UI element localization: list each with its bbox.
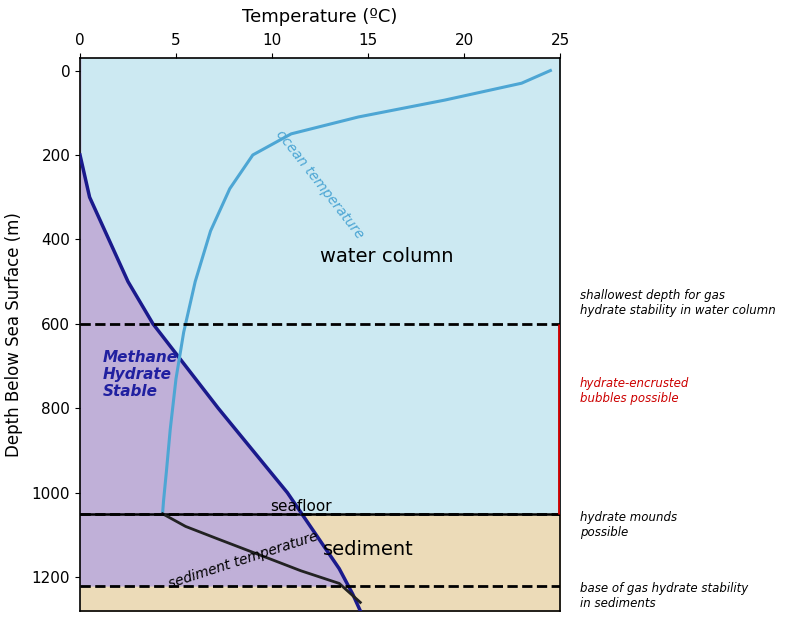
Text: water column: water column [321,247,454,266]
Text: hydrate-encrusted
bubbles possible: hydrate-encrusted bubbles possible [580,377,690,405]
Text: base of gas hydrate stability
in sediments: base of gas hydrate stability in sedimen… [580,583,748,610]
Text: shallowest depth for gas
hydrate stability in water column: shallowest depth for gas hydrate stabili… [580,289,776,318]
Text: hydrate mounds
possible: hydrate mounds possible [580,511,677,539]
Text: sediment: sediment [322,540,414,559]
Text: ocean temperature: ocean temperature [274,127,366,242]
Y-axis label: Depth Below Sea Surface (m): Depth Below Sea Surface (m) [6,212,23,457]
Text: Methane
Hydrate
Stable: Methane Hydrate Stable [103,350,178,399]
Text: seafloor: seafloor [270,499,332,514]
X-axis label: Temperature (ºC): Temperature (ºC) [242,8,398,26]
Text: sediment temperature: sediment temperature [166,529,320,591]
